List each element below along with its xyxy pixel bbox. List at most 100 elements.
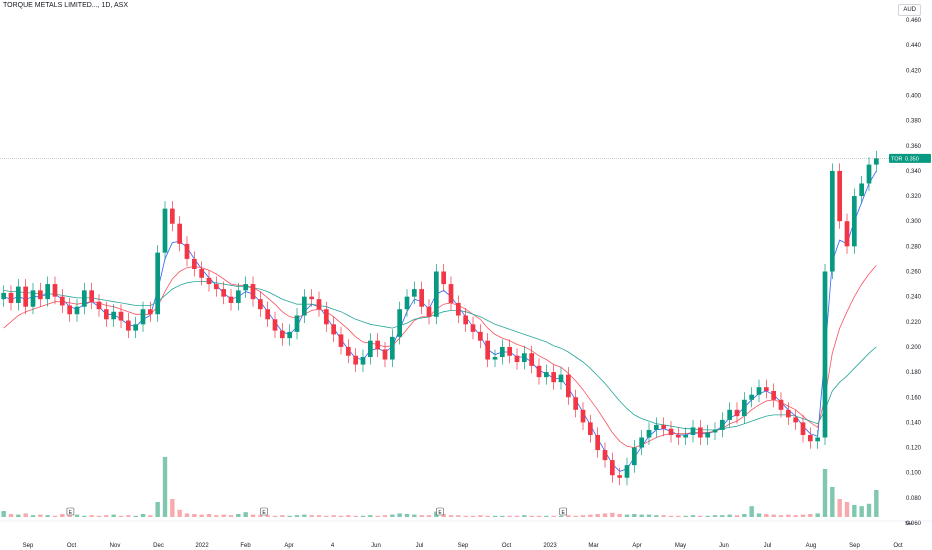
currency-button[interactable]: AUD: [898, 4, 921, 16]
candle-body: [23, 286, 29, 307]
x-tick-label: Apr: [632, 543, 641, 549]
earnings-marker: [66, 507, 75, 516]
y-tick-label: 0.060: [906, 521, 922, 527]
volume-bar: [214, 515, 219, 517]
candle-body: [734, 409, 740, 417]
candle-body: [807, 434, 813, 442]
x-tick-label: Aug: [806, 543, 817, 549]
volume-bar: [764, 514, 769, 517]
volume-bar: [551, 515, 556, 517]
candle-body: [279, 330, 285, 339]
candle-body: [206, 277, 212, 285]
candle-body: [565, 374, 571, 398]
candle-body: [360, 357, 366, 365]
volume-bar: [309, 515, 314, 517]
candle-body: [228, 296, 234, 303]
candle-body: [573, 397, 579, 410]
volume-bar: [859, 506, 864, 517]
candle-body: [118, 311, 124, 321]
volume-bar: [529, 515, 534, 517]
candle-body: [800, 422, 806, 435]
sub-pane-label: SH: [905, 521, 913, 527]
last-price-tag: TOR 0.350: [889, 153, 931, 163]
candle-body: [37, 290, 43, 300]
volume-bar: [558, 515, 564, 517]
y-tick-label: 0.380: [906, 119, 922, 125]
candle-body: [756, 387, 762, 395]
volume-bar: [30, 515, 36, 517]
candle-body: [609, 460, 615, 476]
candle-body: [536, 365, 542, 378]
candle-body: [690, 427, 696, 435]
volume-bar: [397, 513, 402, 517]
volume-bar: [588, 514, 593, 517]
volume-bar: [668, 515, 674, 517]
volume-bar: [734, 515, 740, 517]
candle-body: [213, 284, 219, 290]
volume-bar: [478, 515, 483, 517]
candle-body: [1, 292, 7, 300]
candle-body: [727, 409, 733, 420]
candle-body: [30, 290, 36, 307]
volume-bar: [82, 515, 87, 517]
candle-body: [353, 355, 359, 365]
candle-body: [785, 409, 791, 418]
candle-body: [507, 346, 513, 356]
candle-body: [521, 353, 527, 363]
volume-bar: [148, 515, 153, 517]
volume-bars: [1, 457, 879, 517]
candle-body: [543, 372, 549, 378]
candle-body: [287, 331, 293, 339]
time-axis[interactable]: Sep Oct Nov Dec 2022 Feb Apr 4 Jun Jul Sep Oct 2023 M…: [23, 543, 903, 549]
candle-body: [294, 315, 300, 332]
volume-bar: [771, 514, 776, 517]
candle-body: [184, 243, 190, 259]
y-tick-label: 0.420: [906, 68, 922, 74]
candle-body: [455, 302, 461, 316]
y-tick-label: 0.320: [906, 194, 922, 200]
volume-bar: [170, 499, 175, 517]
candle-body: [741, 399, 747, 417]
volume-bar: [60, 514, 65, 517]
candle-body: [316, 299, 322, 310]
volume-bar: [294, 515, 300, 517]
candle-body: [646, 429, 652, 438]
candle-body: [74, 306, 80, 315]
volume-bar: [646, 514, 652, 517]
x-tick-label: Sep: [458, 543, 469, 549]
volume-bar: [1, 511, 6, 517]
x-tick-label: Jul: [764, 543, 772, 549]
volume-bar: [661, 515, 666, 517]
earnings-marker-label: E: [262, 510, 266, 516]
x-tick-label: Feb: [240, 543, 251, 549]
candle-body: [580, 409, 586, 423]
volume-bar: [756, 513, 762, 517]
candle-body: [844, 221, 850, 247]
candle-body: [595, 434, 601, 451]
candle-body: [397, 309, 403, 337]
volume-bar: [536, 515, 542, 517]
candle-body: [499, 346, 505, 358]
volume-bar: [52, 515, 58, 517]
y-tick-label: 0.300: [906, 219, 922, 225]
volume-bar: [595, 514, 600, 517]
y-tick-label: 0.260: [906, 270, 922, 276]
volume-bar: [654, 515, 659, 517]
volume-bar: [258, 515, 263, 517]
volume-bar: [265, 515, 270, 517]
candle-body: [323, 309, 329, 325]
candle-body: [602, 450, 608, 461]
y-tick-label: 0.200: [906, 345, 922, 351]
price-axis[interactable]: 0.460 0.440 0.420 0.400 0.380 0.360 0.340 0.320…: [906, 18, 922, 527]
candle-body: [411, 289, 417, 297]
volume-bar: [360, 515, 366, 517]
volume-bar: [206, 514, 212, 517]
x-tick-label: Dec: [153, 543, 164, 549]
candle-body: [514, 355, 520, 363]
volume-bar: [375, 515, 380, 517]
candle-body: [624, 465, 630, 478]
volume-bar: [690, 515, 696, 517]
volume-bar: [485, 515, 490, 517]
